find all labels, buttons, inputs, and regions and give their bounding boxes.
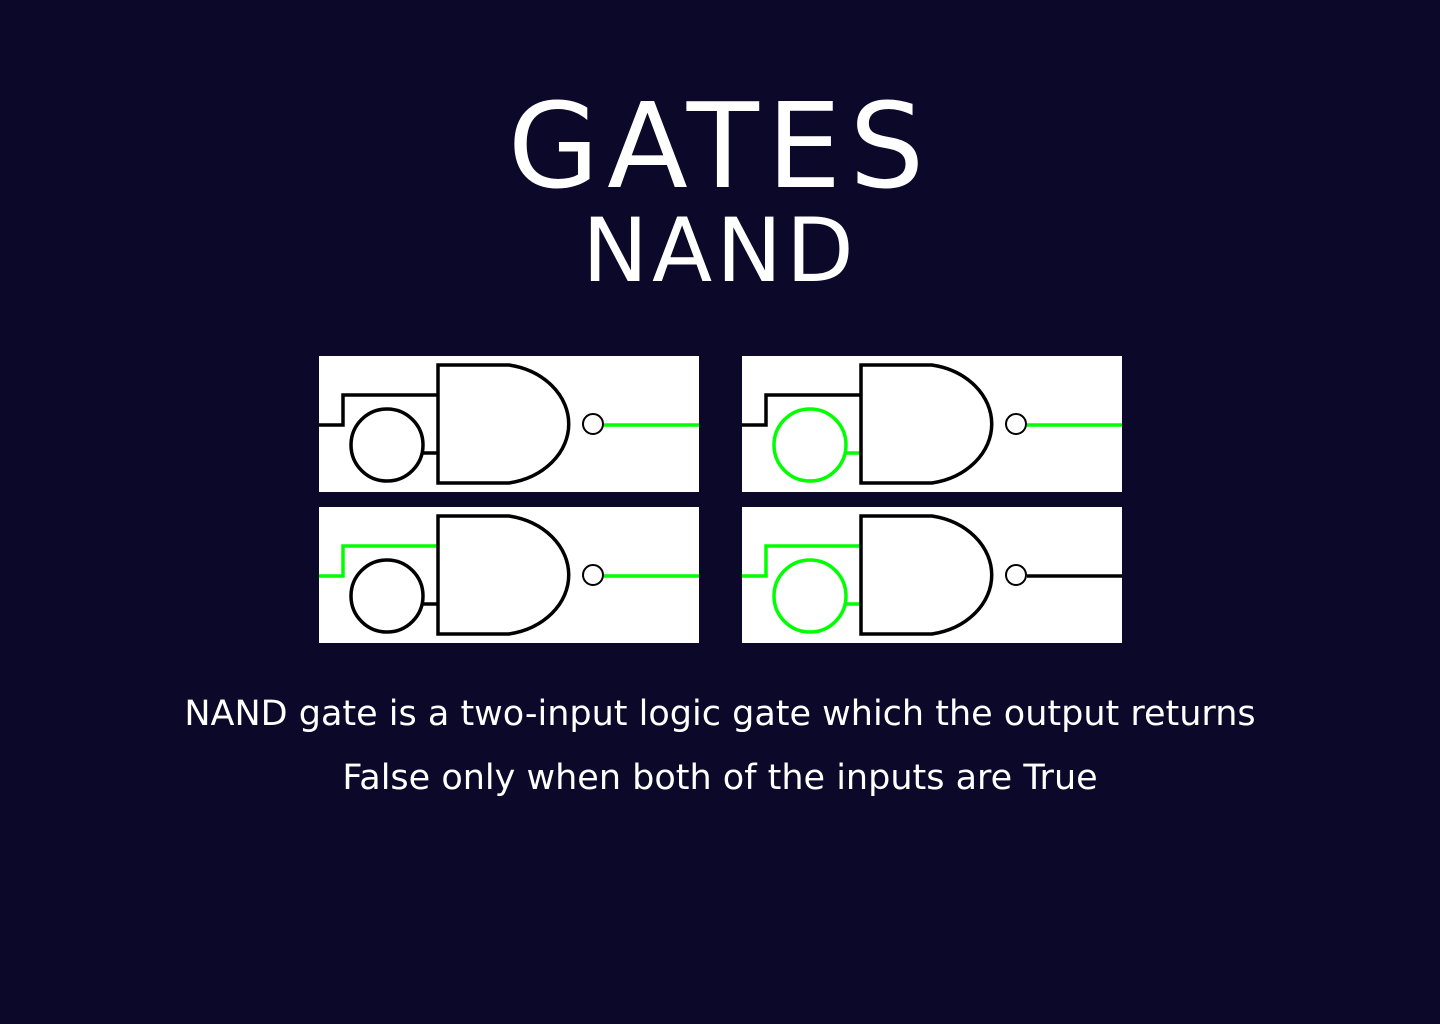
input-b-lamp	[349, 558, 425, 634]
nand-gate-body	[436, 514, 571, 636]
nand-gate-diagram	[742, 514, 1122, 636]
nand-gate-body	[859, 514, 994, 636]
inversion-bubble	[1005, 564, 1027, 586]
nand-state-panel	[319, 356, 699, 492]
inversion-bubble	[582, 564, 604, 586]
inversion-bubble	[582, 413, 604, 435]
input-b-lamp	[772, 407, 848, 483]
input-a-wire	[742, 544, 861, 578]
nand-gate-body	[436, 363, 571, 485]
nand-gate-diagram	[319, 363, 699, 485]
inversion-bubble	[1005, 413, 1027, 435]
description-line-2: False only when both of the inputs are T…	[342, 758, 1098, 798]
gate-name: NAND	[582, 199, 858, 302]
description-line-1: NAND gate is a two-input logic gate whic…	[184, 694, 1256, 734]
input-b-lamp	[349, 407, 425, 483]
description: NAND gate is a two-input logic gate whic…	[0, 682, 1440, 810]
page-title: GATES	[507, 77, 933, 215]
nand-gate-diagram	[742, 363, 1122, 485]
input-a-wire	[319, 544, 438, 578]
input-b-lamp	[772, 558, 848, 634]
nand-state-panel	[742, 356, 1122, 492]
nand-state-panel	[319, 507, 699, 643]
nand-state-panel	[742, 507, 1122, 643]
nand-gate-body	[859, 363, 994, 485]
nand-gate-diagram	[319, 514, 699, 636]
input-a-wire	[742, 393, 861, 427]
input-a-wire	[319, 393, 438, 427]
